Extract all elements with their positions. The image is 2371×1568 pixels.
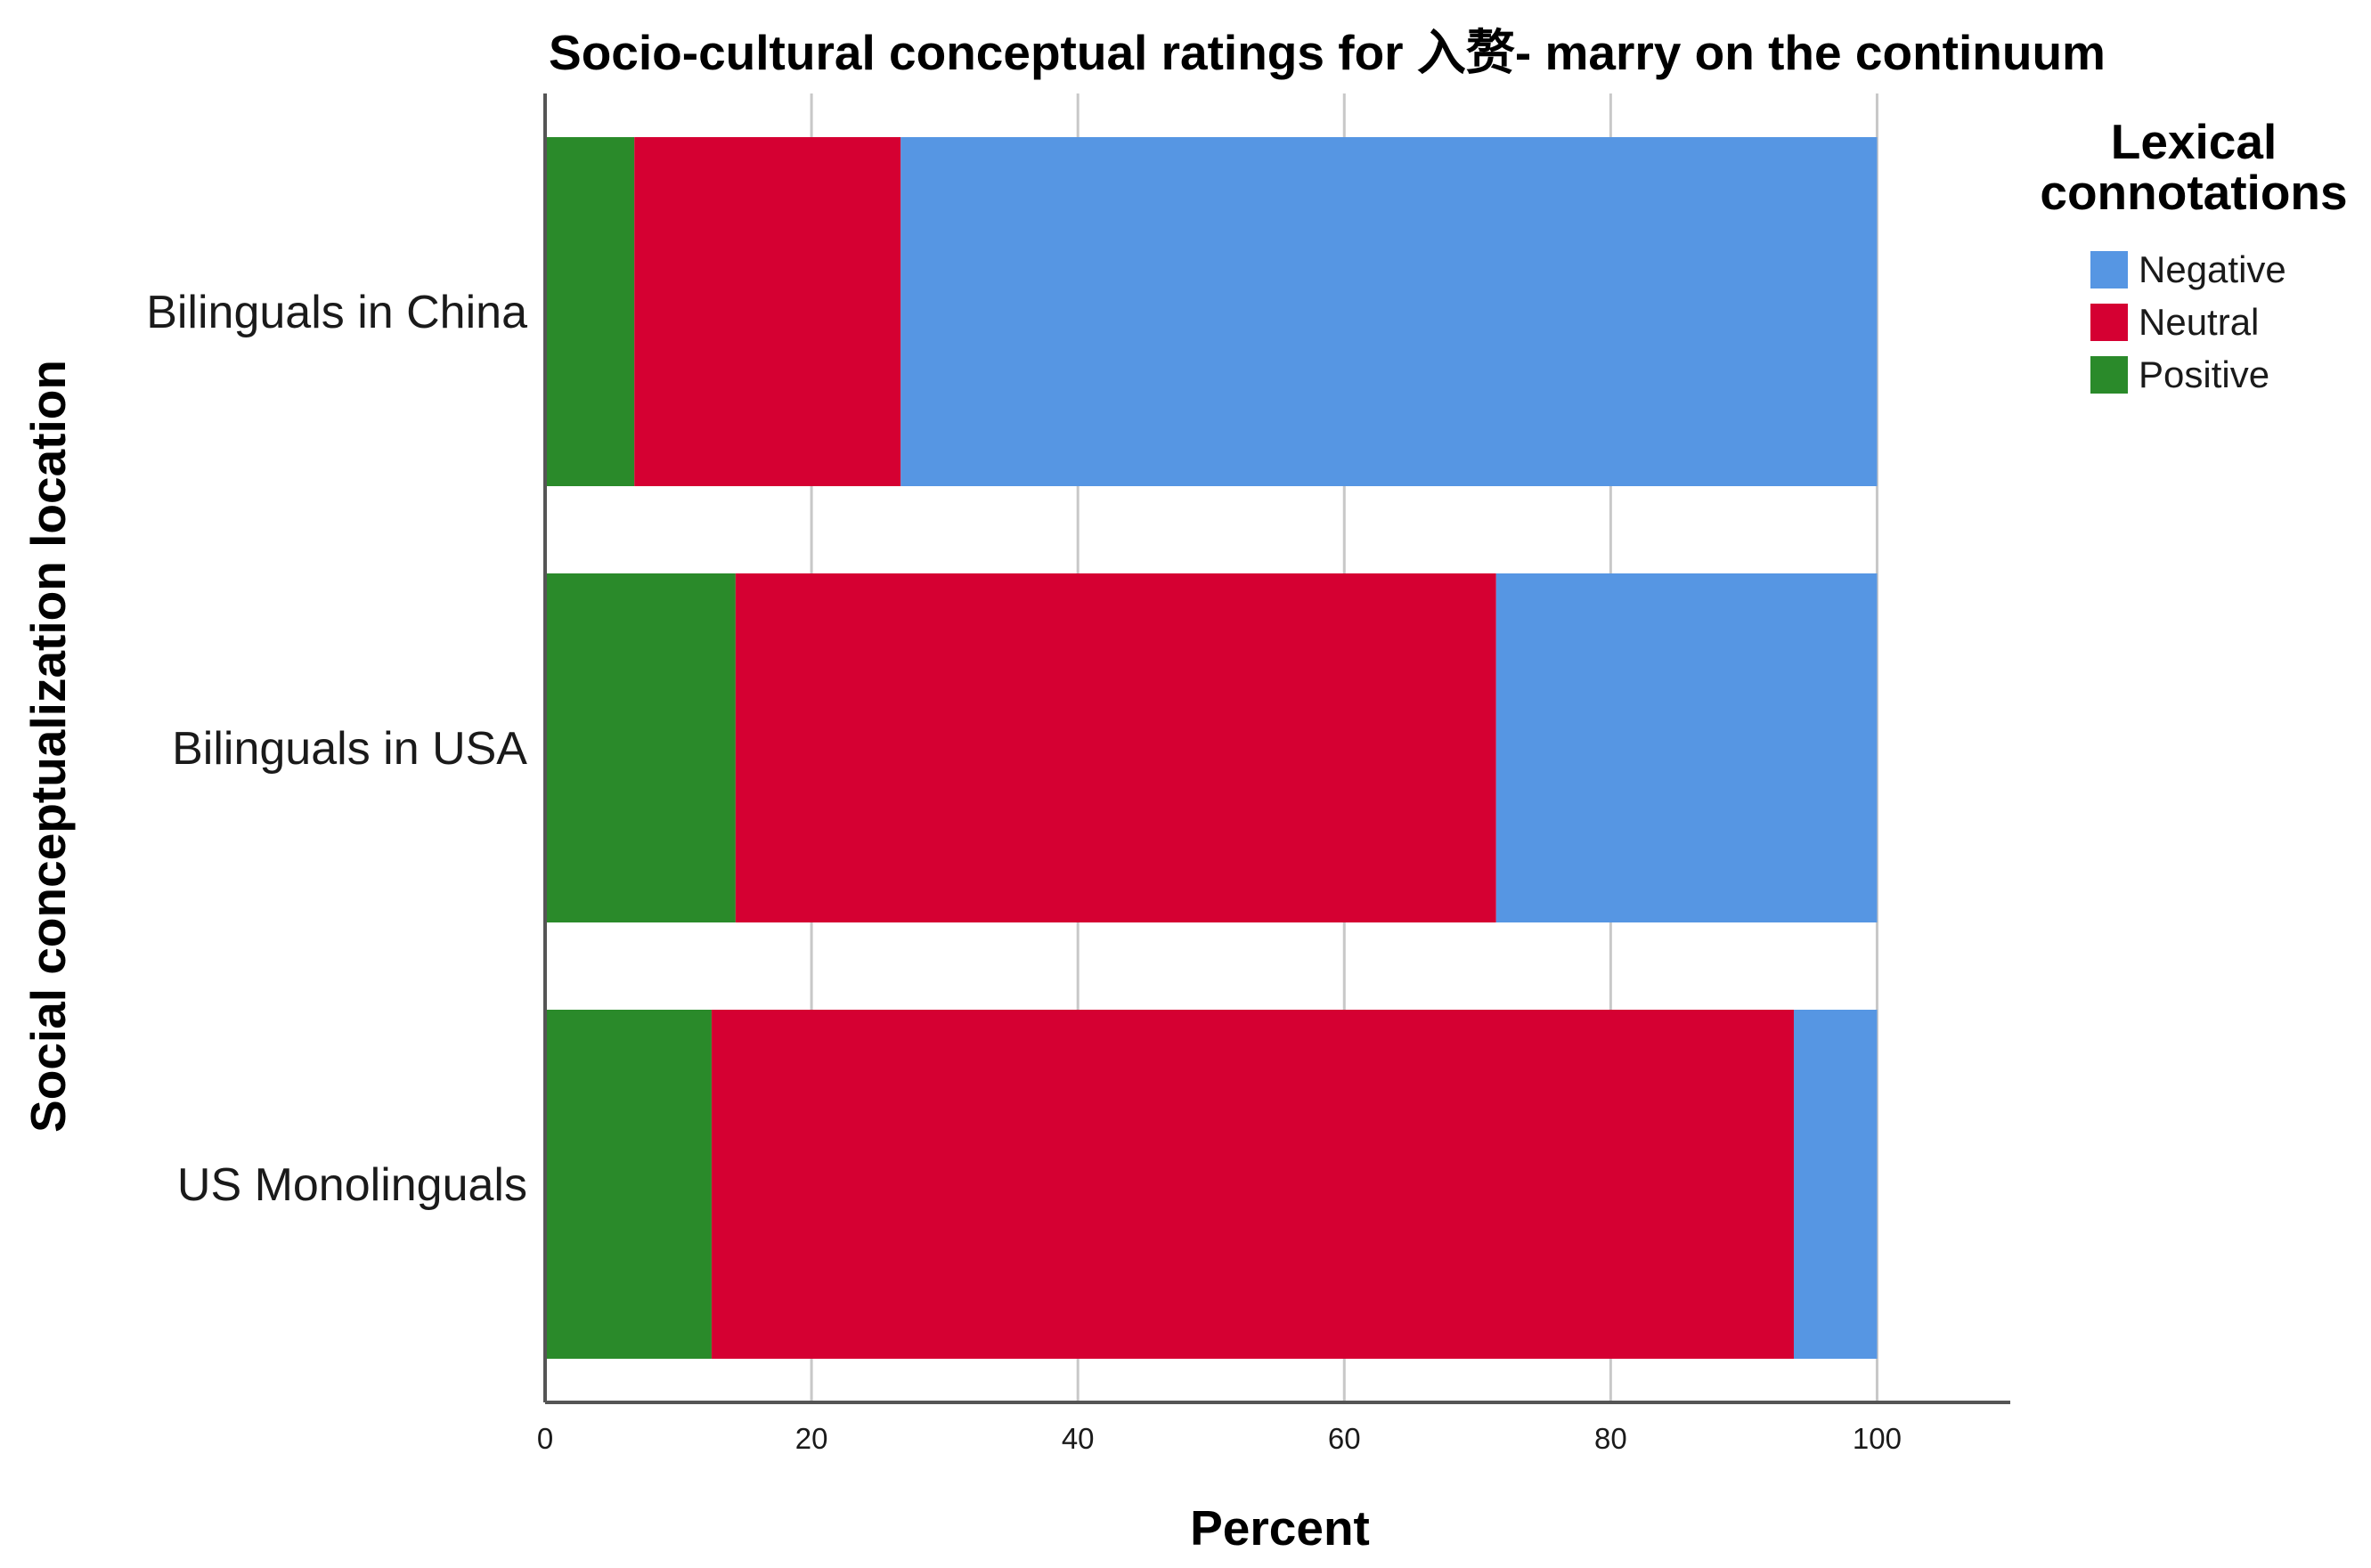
bar-segment-positive <box>545 137 635 486</box>
x-axis-title: Percent <box>1190 1500 1370 1556</box>
category-labels: Bilinguals in China Bilinguals in USA US M… <box>146 287 527 1211</box>
bar-segment-neutral <box>634 137 901 486</box>
legend-swatch-positive <box>2090 356 2128 394</box>
bar-segment-neutral <box>735 573 1496 922</box>
legend-label-positive: Positive <box>2139 353 2269 395</box>
bars <box>545 137 1878 1359</box>
legend-swatch-neutral <box>2090 304 2128 341</box>
x-tick-label: 20 <box>795 1422 828 1455</box>
legend-title-line-2: connotations <box>2040 165 2347 220</box>
bar-segment-negative <box>1495 573 1878 922</box>
category-label: Bilinguals in China <box>146 287 527 338</box>
category-label: US Monolinguals <box>177 1159 527 1211</box>
chart-title: Socio-cultural conceptual ratings for 入赘… <box>549 25 2106 80</box>
bar-segment-negative <box>900 137 1878 486</box>
legend-label-negative: Negative <box>2139 248 2286 290</box>
x-tick-label: 80 <box>1594 1422 1627 1455</box>
legend: Lexical connotations Negative Neutral Posi… <box>2040 114 2347 395</box>
y-axis-title: Social conceptualization location <box>20 360 76 1133</box>
x-tick-label: 60 <box>1328 1422 1361 1455</box>
legend-title-line-1: Lexical <box>2111 114 2277 169</box>
x-tick-label: 0 <box>537 1422 553 1455</box>
axes <box>543 93 2010 1404</box>
category-label: Bilinguals in USA <box>172 723 527 775</box>
bar-segment-negative <box>1793 1010 1878 1359</box>
legend-label-neutral: Neutral <box>2139 301 2259 343</box>
x-tick-label: 40 <box>1062 1422 1095 1455</box>
bar-segment-neutral <box>711 1010 1794 1359</box>
x-tick-label: 100 <box>1853 1422 1902 1455</box>
bar-segment-positive <box>545 573 736 922</box>
legend-swatch-negative <box>2090 251 2128 288</box>
legend-items: Negative Neutral Positive <box>2090 248 2286 395</box>
bar-segment-positive <box>545 1010 712 1359</box>
x-tick-labels: 0 20 40 60 80 100 <box>537 1422 1902 1455</box>
